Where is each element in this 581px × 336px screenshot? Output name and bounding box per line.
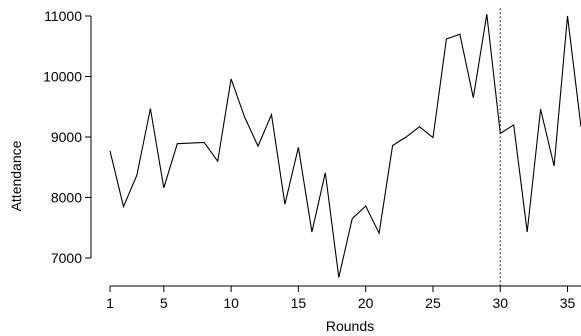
x-tick-label: 25 [425, 295, 441, 311]
x-tick-label: 35 [560, 295, 576, 311]
x-tick-label: 20 [358, 295, 374, 311]
x-tick-label: 5 [160, 295, 168, 311]
x-tick-label: 30 [492, 295, 508, 311]
plot-area [109, 8, 581, 286]
x-tick-label: 15 [291, 295, 307, 311]
y-axis: 7000 8000 9000 10000 11000 [43, 8, 92, 266]
y-tick-label: 7000 [51, 250, 82, 266]
y-tick-label: 10000 [43, 69, 82, 85]
x-tick-label: 1 [106, 295, 114, 311]
x-tick-label: 10 [223, 295, 239, 311]
y-tick-label: 9000 [51, 129, 82, 145]
y-tick-label: 8000 [51, 190, 82, 206]
x-axis: 1 5 10 15 20 25 30 35 [106, 285, 581, 311]
x-axis-label: Rounds [326, 318, 374, 334]
series-line [109, 14, 581, 278]
y-axis-label: Attendance [8, 140, 24, 211]
y-tick-label: 11000 [44, 8, 82, 24]
